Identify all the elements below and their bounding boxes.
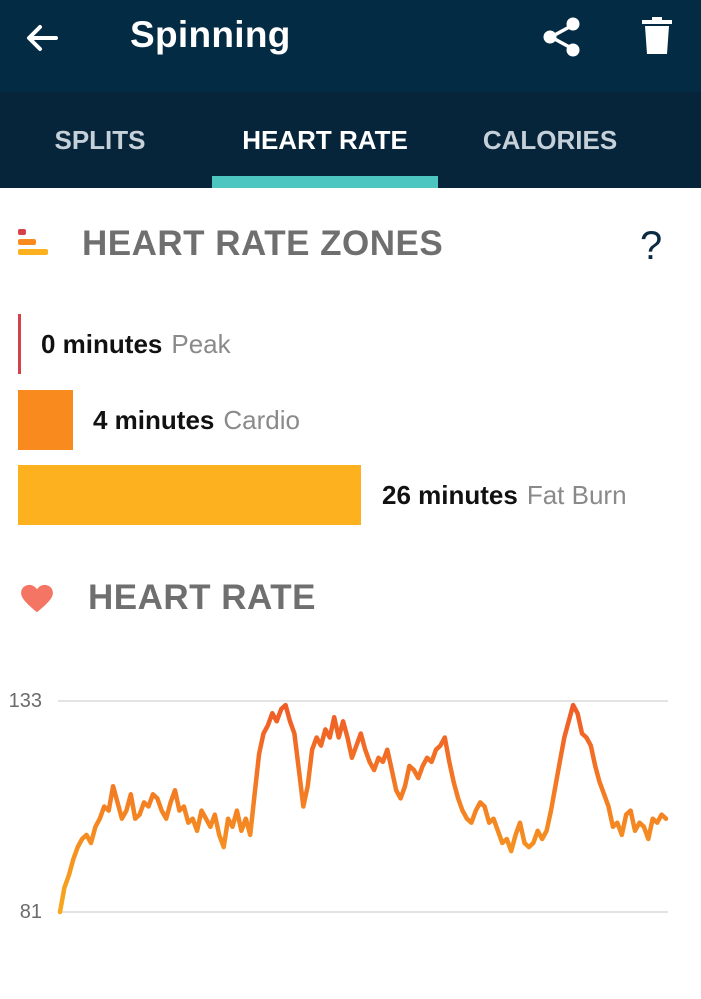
zone-bar-cardio: [18, 390, 73, 450]
tab-bar: SPLITS HEART RATE CALORIES: [0, 92, 701, 188]
zone-row-fat-burn: 26 minutes Fat Burn: [18, 465, 627, 525]
zones-section-title: HEART RATE ZONES: [82, 224, 444, 263]
zone-row-peak: 0 minutes Peak: [18, 314, 231, 374]
heart-icon: [21, 584, 53, 613]
page-title: Spinning: [130, 14, 291, 55]
tab-heart-rate[interactable]: HEART RATE: [242, 124, 408, 155]
tab-splits[interactable]: SPLITS: [54, 124, 146, 155]
heart-rate-section-title: HEART RATE: [88, 578, 316, 617]
zone-bar-fat-burn: [18, 465, 361, 525]
heart-rate-chart: 133 81: [9, 690, 669, 923]
zone-minutes: 0 minutes: [41, 328, 163, 359]
share-icon[interactable]: [540, 15, 584, 59]
help-button[interactable]: ?: [640, 224, 663, 268]
y-tick-label-max: 133: [9, 690, 42, 712]
zone-name: Cardio: [223, 404, 300, 435]
y-tick-label-min: 81: [20, 901, 42, 923]
active-tab-indicator: [212, 176, 438, 188]
app-bar: Spinning: [0, 0, 701, 92]
back-arrow-icon[interactable]: [22, 18, 62, 58]
zones-icon: [18, 229, 48, 255]
heart-rate-line: [57, 702, 669, 915]
zone-name: Peak: [171, 328, 231, 359]
trash-icon[interactable]: [640, 16, 674, 56]
zone-row-cardio: 4 minutes Cardio: [18, 390, 300, 450]
zone-bar-peak: [18, 314, 21, 374]
zone-minutes: 26 minutes: [382, 479, 518, 510]
zone-name: Fat Burn: [526, 479, 627, 510]
tab-calories[interactable]: CALORIES: [482, 124, 618, 155]
zone-minutes: 4 minutes: [93, 404, 215, 435]
